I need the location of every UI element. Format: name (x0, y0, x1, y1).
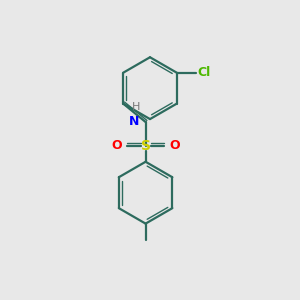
Text: O: O (111, 139, 122, 152)
Text: O: O (169, 139, 180, 152)
Text: N: N (129, 115, 139, 128)
Text: S: S (141, 139, 151, 153)
Text: Cl: Cl (197, 66, 211, 79)
Text: H: H (132, 102, 140, 112)
